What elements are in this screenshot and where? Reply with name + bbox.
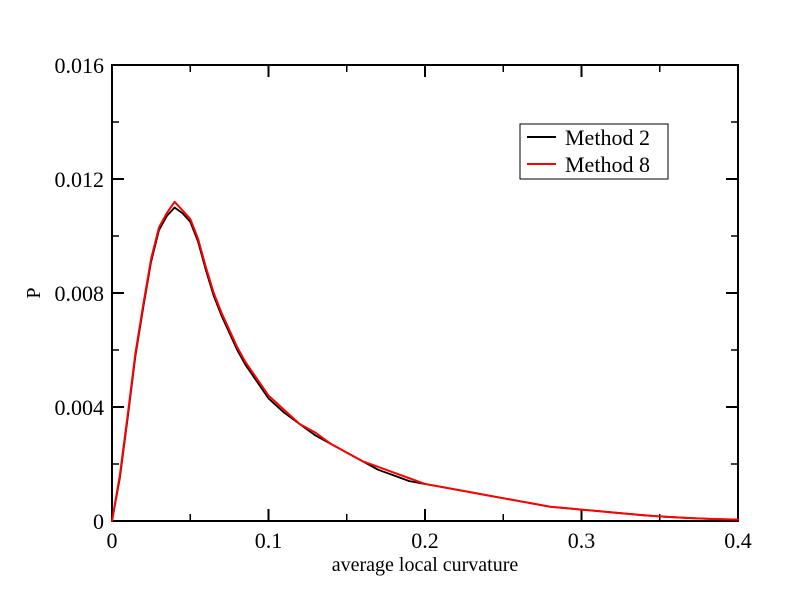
x-tick-label: 0.2 [411, 528, 439, 553]
legend: Method 2 Method 8 [519, 123, 669, 180]
series-line-method-8 [111, 200, 739, 522]
series-layer [111, 200, 739, 522]
legend-method-8-label: Method 8 [565, 152, 650, 177]
y-tick-labels: 0 0.004 0.008 0.012 0.016 [55, 53, 105, 534]
x-tick-label: 0 [107, 528, 118, 553]
x-tick-label: 0.1 [255, 528, 283, 553]
y-tick-label: 0.004 [55, 395, 105, 420]
x-tick-label: 0.4 [724, 528, 752, 553]
x-tick-label: 0.3 [568, 528, 596, 553]
y-tick-label: 0 [93, 509, 104, 534]
y-tick-label: 0.016 [55, 53, 105, 78]
x-axis-label: average local curvature [332, 554, 519, 576]
y-tick-label: 0.008 [55, 281, 105, 306]
legend-box [519, 123, 669, 180]
legend-method-2-label: Method 2 [565, 125, 650, 150]
x-tick-labels: 0 0.1 0.2 0.3 0.4 [107, 528, 752, 553]
y-axis-label: P [23, 287, 45, 298]
y-tick-label: 0.012 [55, 167, 105, 192]
series-line-method-2 [111, 206, 739, 522]
axis-ticks [111, 64, 739, 522]
